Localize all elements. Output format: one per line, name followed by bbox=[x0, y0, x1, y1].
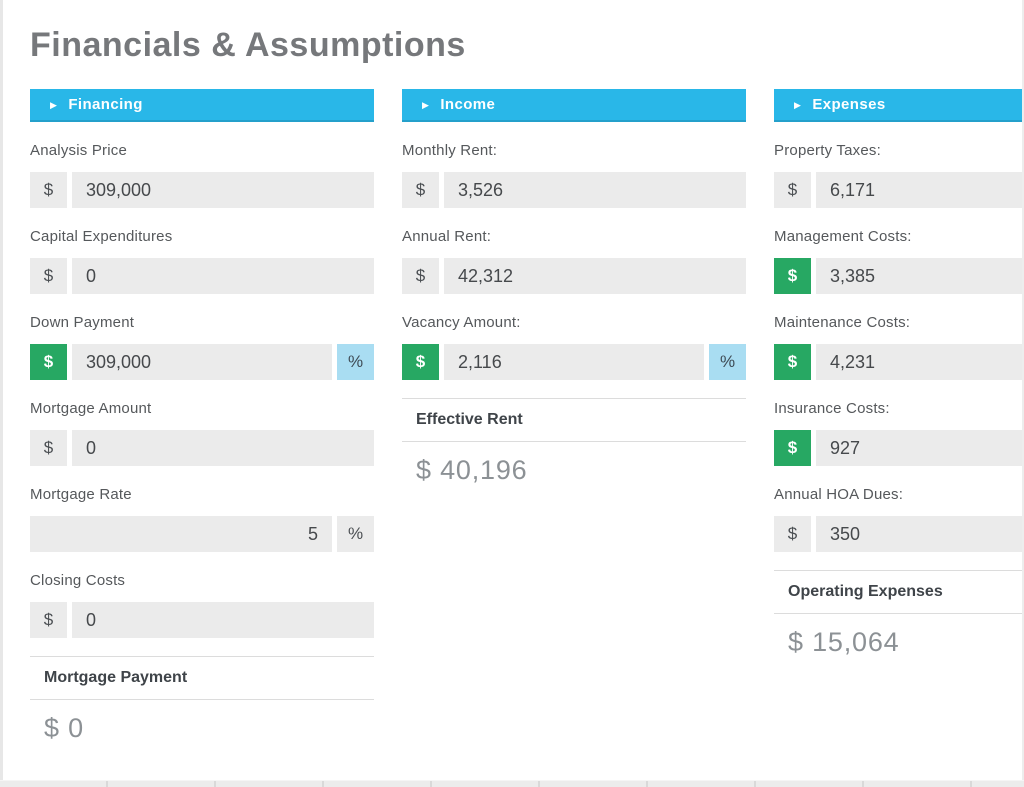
annual-rent-input[interactable] bbox=[444, 258, 746, 294]
column-income: ▶ Income Monthly Rent: $ Annual Rent: $ V… bbox=[402, 89, 746, 787]
mortgage-amount-input[interactable] bbox=[72, 430, 374, 466]
section-header-expenses[interactable]: ▶ Expenses bbox=[774, 89, 1024, 122]
dollar-toggle[interactable]: $ bbox=[30, 344, 67, 380]
field-label: Mortgage Rate bbox=[30, 486, 132, 503]
column-financing: ▶ Financing Analysis Price $ Capital Expe… bbox=[30, 89, 374, 787]
dollar-toggle[interactable]: $ bbox=[774, 344, 811, 380]
summary-value: $ 0 bbox=[44, 713, 84, 743]
vacancy-amount-input[interactable] bbox=[444, 344, 704, 380]
field-annual-hoa-dues: Annual HOA Dues: $ bbox=[774, 486, 1024, 552]
field-label: Property Taxes: bbox=[774, 142, 881, 159]
field-label: Monthly Rent: bbox=[402, 142, 498, 159]
analysis-price-input[interactable] bbox=[72, 172, 374, 208]
mortgage-rate-input[interactable] bbox=[30, 516, 332, 552]
closing-costs-input[interactable] bbox=[72, 602, 374, 638]
field-label: Management Costs: bbox=[774, 228, 912, 245]
field-property-taxes: Property Taxes: $ bbox=[774, 142, 1024, 208]
dollar-toggle[interactable]: $ bbox=[774, 258, 811, 294]
dollar-prefix: $ bbox=[30, 258, 67, 294]
dollar-prefix: $ bbox=[30, 430, 67, 466]
annual-hoa-dues-input[interactable] bbox=[816, 516, 1024, 552]
field-closing-costs: Closing Costs $ bbox=[30, 572, 374, 638]
field-insurance-costs: Insurance Costs: $ % bbox=[774, 400, 1024, 466]
section-header-label: Expenses bbox=[812, 96, 886, 113]
capital-expenditures-input[interactable] bbox=[72, 258, 374, 294]
summary-title: Mortgage Payment bbox=[30, 657, 374, 700]
field-label: Closing Costs bbox=[30, 572, 126, 589]
field-analysis-price: Analysis Price $ bbox=[30, 142, 374, 208]
field-monthly-rent: Monthly Rent: $ bbox=[402, 142, 746, 208]
insurance-costs-input[interactable] bbox=[816, 430, 1024, 466]
columns-grid: ▶ Financing Analysis Price $ Capital Expe… bbox=[0, 89, 1024, 787]
dollar-prefix: $ bbox=[774, 172, 811, 208]
percent-toggle[interactable]: % bbox=[337, 344, 374, 380]
operating-expenses-summary: Operating Expenses $ 15,064 bbox=[774, 570, 1024, 658]
section-header-label: Financing bbox=[68, 96, 143, 113]
caret-right-icon: ▶ bbox=[50, 100, 58, 110]
field-label: Insurance Costs: bbox=[774, 400, 890, 417]
field-down-payment: Down Payment $ % bbox=[30, 314, 374, 380]
field-mortgage-rate: Mortgage Rate % bbox=[30, 486, 374, 552]
field-label: Maintenance Costs: bbox=[774, 314, 911, 331]
maintenance-costs-input[interactable] bbox=[816, 344, 1024, 380]
bottom-scroll-strip bbox=[0, 780, 1024, 787]
property-taxes-input[interactable] bbox=[816, 172, 1024, 208]
field-management-costs: Management Costs: $ % bbox=[774, 228, 1024, 294]
down-payment-input[interactable] bbox=[72, 344, 332, 380]
caret-right-icon: ▶ bbox=[794, 100, 802, 110]
summary-title: Operating Expenses bbox=[774, 571, 1024, 614]
field-label: Analysis Price bbox=[30, 142, 127, 159]
page-left-edge bbox=[0, 0, 3, 787]
dollar-prefix: $ bbox=[774, 516, 811, 552]
section-header-financing[interactable]: ▶ Financing bbox=[30, 89, 374, 122]
summary-title: Effective Rent bbox=[402, 399, 746, 442]
column-expenses: ▶ Expenses Property Taxes: $ Management C… bbox=[774, 89, 1024, 787]
summary-value: $ 15,064 bbox=[788, 627, 900, 657]
caret-right-icon: ▶ bbox=[422, 100, 430, 110]
dollar-prefix: $ bbox=[30, 172, 67, 208]
dollar-toggle[interactable]: $ bbox=[774, 430, 811, 466]
effective-rent-summary: Effective Rent $ 40,196 bbox=[402, 398, 746, 486]
dollar-prefix: $ bbox=[402, 258, 439, 294]
mortgage-payment-summary: Mortgage Payment $ 0 bbox=[30, 656, 374, 744]
section-header-income[interactable]: ▶ Income bbox=[402, 89, 746, 122]
page-title: Financials & Assumptions bbox=[30, 26, 466, 64]
field-label: Mortgage Amount bbox=[30, 400, 152, 417]
section-header-label: Income bbox=[440, 96, 496, 113]
field-label: Vacancy Amount: bbox=[402, 314, 521, 331]
field-label: Annual Rent: bbox=[402, 228, 492, 245]
percent-suffix: % bbox=[337, 516, 374, 552]
field-label: Annual HOA Dues: bbox=[774, 486, 904, 503]
field-mortgage-amount: Mortgage Amount $ bbox=[30, 400, 374, 466]
page-right-edge bbox=[1022, 0, 1024, 787]
field-label: Down Payment bbox=[30, 314, 135, 331]
monthly-rent-input[interactable] bbox=[444, 172, 746, 208]
dollar-toggle[interactable]: $ bbox=[402, 344, 439, 380]
field-maintenance-costs: Maintenance Costs: $ % bbox=[774, 314, 1024, 380]
field-capital-expenditures: Capital Expenditures $ bbox=[30, 228, 374, 294]
dollar-prefix: $ bbox=[402, 172, 439, 208]
field-vacancy-amount: Vacancy Amount: $ % bbox=[402, 314, 746, 380]
percent-toggle[interactable]: % bbox=[709, 344, 746, 380]
field-annual-rent: Annual Rent: $ bbox=[402, 228, 746, 294]
dollar-prefix: $ bbox=[30, 602, 67, 638]
field-label: Capital Expenditures bbox=[30, 228, 173, 245]
management-costs-input[interactable] bbox=[816, 258, 1024, 294]
summary-value: $ 40,196 bbox=[416, 455, 528, 485]
